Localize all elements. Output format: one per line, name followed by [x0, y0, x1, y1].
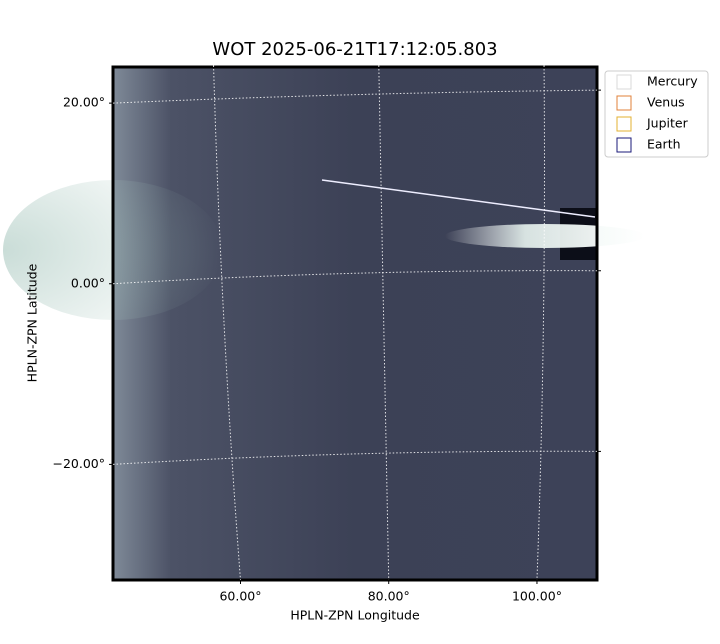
legend-label: Jupiter — [646, 116, 689, 131]
legend-label: Venus — [647, 95, 685, 110]
x-axis-label: HPLN-ZPN Longitude — [290, 608, 420, 623]
grid-line — [212, 61, 241, 581]
legend-label: Mercury — [647, 74, 698, 89]
y-tick-label: 20.00° — [63, 95, 105, 110]
chart-title: WOT 2025-06-21T17:12:05.803 — [212, 39, 497, 60]
y-tick-label: −20.00° — [52, 456, 105, 471]
legend-box — [604, 70, 709, 158]
grid-line — [112, 89, 601, 104]
y-tick-label: 0.00° — [71, 275, 105, 290]
x-tick-label: 100.00° — [512, 589, 562, 604]
x-tick-label: 80.00° — [368, 589, 410, 604]
grid-line — [112, 270, 601, 285]
x-tick-label: 60.00° — [219, 589, 261, 604]
grid-line — [378, 61, 390, 581]
legend-swatch — [616, 137, 632, 153]
legend-label: Earth — [647, 137, 681, 152]
legend-swatch — [616, 95, 632, 111]
grid-line — [112, 450, 601, 465]
image — [3, 65, 645, 582]
y-axis-label: HPLN-ZPN Latitude — [25, 263, 40, 382]
grid-line — [536, 61, 545, 581]
legend-swatch — [616, 116, 632, 132]
legend-swatch — [616, 74, 632, 90]
